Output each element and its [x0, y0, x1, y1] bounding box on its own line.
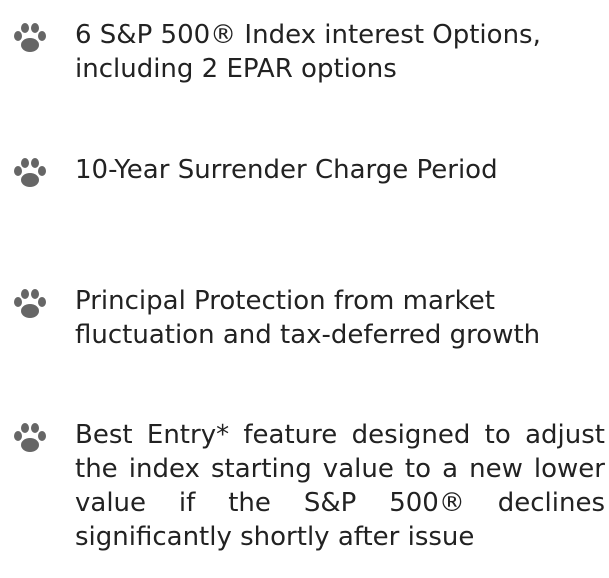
item-text: Principal Protection from market fluctua…	[75, 286, 541, 350]
paw-icon	[14, 423, 46, 452]
item-text: 6 S&P 500® Index interest Options, inclu…	[75, 20, 541, 84]
paw-icon	[14, 23, 46, 52]
item-text: 10-Year Surrender Charge Period	[75, 155, 498, 185]
paw-icon	[14, 158, 46, 187]
item-text: Best Entry* feature designed to adjust t…	[75, 420, 605, 552]
paw-icon	[14, 289, 46, 318]
